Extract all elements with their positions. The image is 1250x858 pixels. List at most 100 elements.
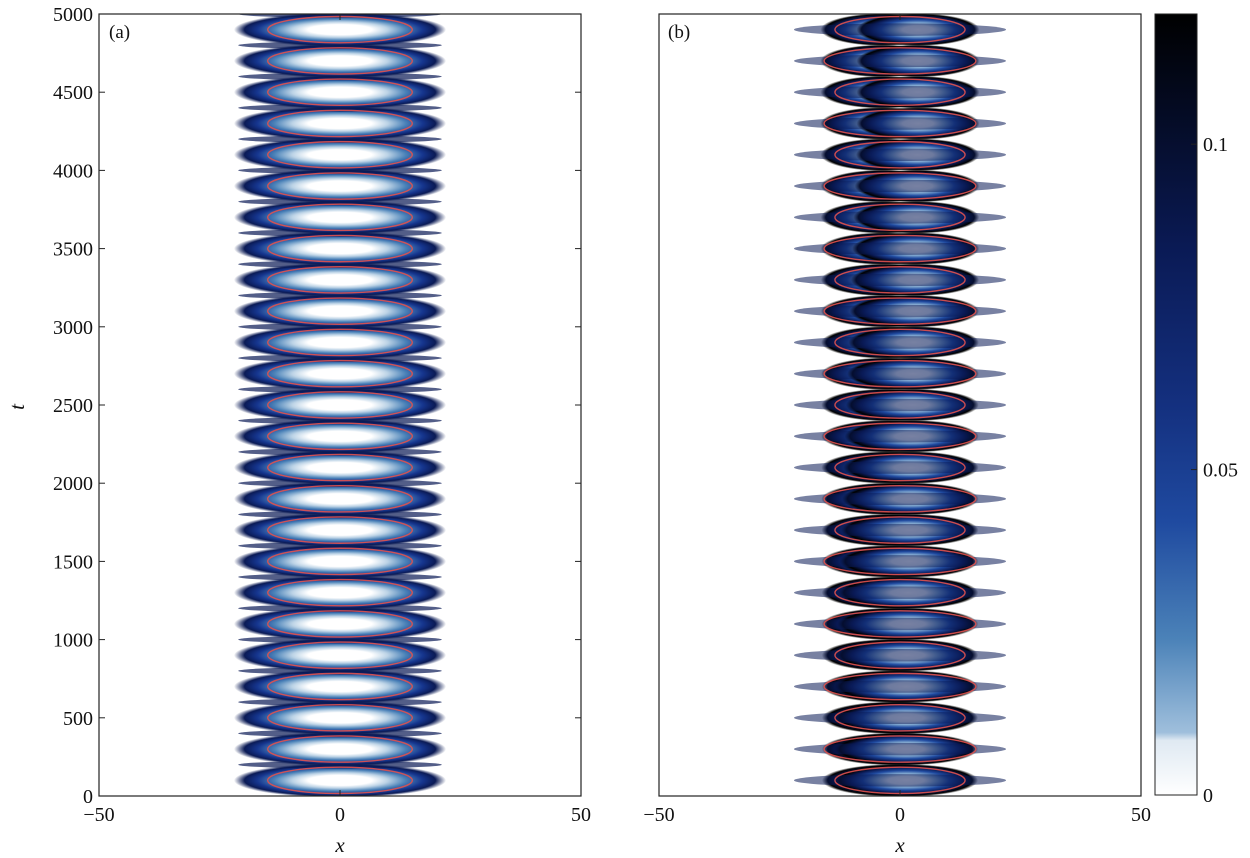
contour-line: [267, 578, 414, 607]
x-ticks-a: −50 0 50: [83, 14, 591, 826]
contour-line: [267, 78, 414, 107]
y-axis-label: t: [5, 403, 29, 410]
density-fringe: [793, 54, 1007, 68]
x-tick-label: 50: [571, 804, 591, 826]
contour-line: [267, 453, 414, 482]
density-fringe: [793, 774, 1007, 787]
density-fringe: [793, 85, 1007, 99]
density-fringe: [793, 680, 1007, 693]
y-tick-label: 5000: [53, 4, 93, 26]
density-fringe: [793, 586, 1007, 599]
density-fringe: [793, 336, 1007, 349]
density-fringe: [793, 23, 1007, 36]
x-ticks-b: −50 0 50: [643, 14, 1151, 826]
density-fringe: [793, 211, 1007, 224]
x-tick-label: −50: [83, 804, 114, 826]
contour-line: [824, 0, 976, 11]
contour-line: [834, 328, 966, 357]
contour-line: [267, 47, 414, 75]
y-ticks-a: 0 500 1000 1500 2000 2500 3000 3500 4000 4500 5000: [53, 4, 581, 808]
contour-line: [267, 109, 414, 138]
density-fringe: [793, 742, 1007, 756]
density-fringe: [793, 273, 1007, 287]
contour-line: [267, 297, 414, 325]
y-tick-label: 4000: [53, 160, 93, 182]
density-fringe: [793, 617, 1007, 631]
heatmap-a: [233, 0, 447, 796]
y-tick-label: 4500: [53, 82, 93, 104]
y-tick-label: 0: [83, 786, 93, 808]
density-fringe: [793, 711, 1007, 725]
contour-line: [823, 172, 977, 200]
contour-line: [267, 172, 414, 200]
y-tick-label: 3500: [53, 239, 93, 261]
density-fringe: [793, 523, 1007, 537]
contour-line: [823, 234, 977, 263]
x-tick-label: 0: [895, 804, 905, 826]
x-axis-label-a: x: [334, 833, 345, 857]
panel-label-b: (b): [668, 22, 690, 43]
contour-line: [834, 203, 966, 232]
density-fringe: [793, 179, 1007, 193]
contour-line: [267, 610, 414, 638]
contour-line: [823, 610, 977, 638]
colorbar-tick-label: 0.1: [1203, 134, 1228, 156]
contour-line: [834, 516, 966, 544]
density-fringe: [793, 117, 1007, 130]
contour-line: [834, 703, 966, 732]
contour-line: [267, 672, 414, 701]
contour-line: [834, 641, 966, 670]
density-lobe: [901, 14, 935, 15]
contour-line: [267, 234, 414, 263]
colorbar-ticks: 0 0.05 0.1: [1191, 134, 1238, 807]
contour-line: [823, 297, 977, 325]
contour-line: [834, 78, 966, 107]
contour-line: [267, 328, 414, 357]
colorbar-tick-label: 0: [1203, 785, 1213, 807]
y-tick-label: 3000: [53, 317, 93, 339]
contour-line: [823, 422, 977, 451]
contour-line: [267, 203, 414, 232]
y-tick-label: 1500: [53, 551, 93, 573]
contour-line: [267, 735, 414, 763]
density-fringe: [793, 492, 1007, 506]
colorbar: 0 0.05 0.1: [1154, 13, 1238, 807]
panel-label-a: (a): [109, 22, 130, 43]
contour-line: [823, 109, 977, 138]
heatmap-b: [793, 0, 1007, 796]
density-fringe: [793, 648, 1007, 662]
contour-line: [823, 735, 977, 763]
density-fringe: [793, 461, 1007, 474]
x-tick-label: 50: [1131, 804, 1151, 826]
contour-line: [834, 578, 966, 607]
contour-line: [267, 359, 414, 388]
contour-line: [834, 140, 966, 169]
contour-line: [267, 266, 414, 294]
contour-line: [823, 359, 977, 388]
contour-line: [823, 47, 977, 75]
density-fringe: [793, 555, 1007, 568]
contour-line: [823, 672, 977, 701]
contour-line: [823, 485, 977, 513]
colorbar-gradient: [1154, 13, 1198, 796]
density-fringe: [793, 367, 1007, 380]
contour-line: [834, 453, 966, 482]
contour-line: [834, 266, 966, 294]
y-tick-label: 1000: [53, 630, 93, 652]
y-tick-label: 2500: [53, 395, 93, 417]
contour-line: [267, 422, 414, 451]
density-fringe: [794, 0, 1006, 5]
contour-line: [823, 547, 977, 576]
density-lobe: [295, 14, 385, 16]
y-tick-label: 500: [63, 708, 93, 730]
contour-line: [267, 703, 414, 732]
contour-line: [267, 516, 414, 544]
density-fringe: [793, 430, 1007, 443]
density-fringe: [793, 148, 1007, 162]
contour-line: [267, 485, 414, 513]
x-tick-label: −50: [643, 804, 674, 826]
contour-line: [268, 0, 413, 11]
density-fringe: [793, 398, 1007, 412]
density-fringe: [793, 242, 1007, 255]
